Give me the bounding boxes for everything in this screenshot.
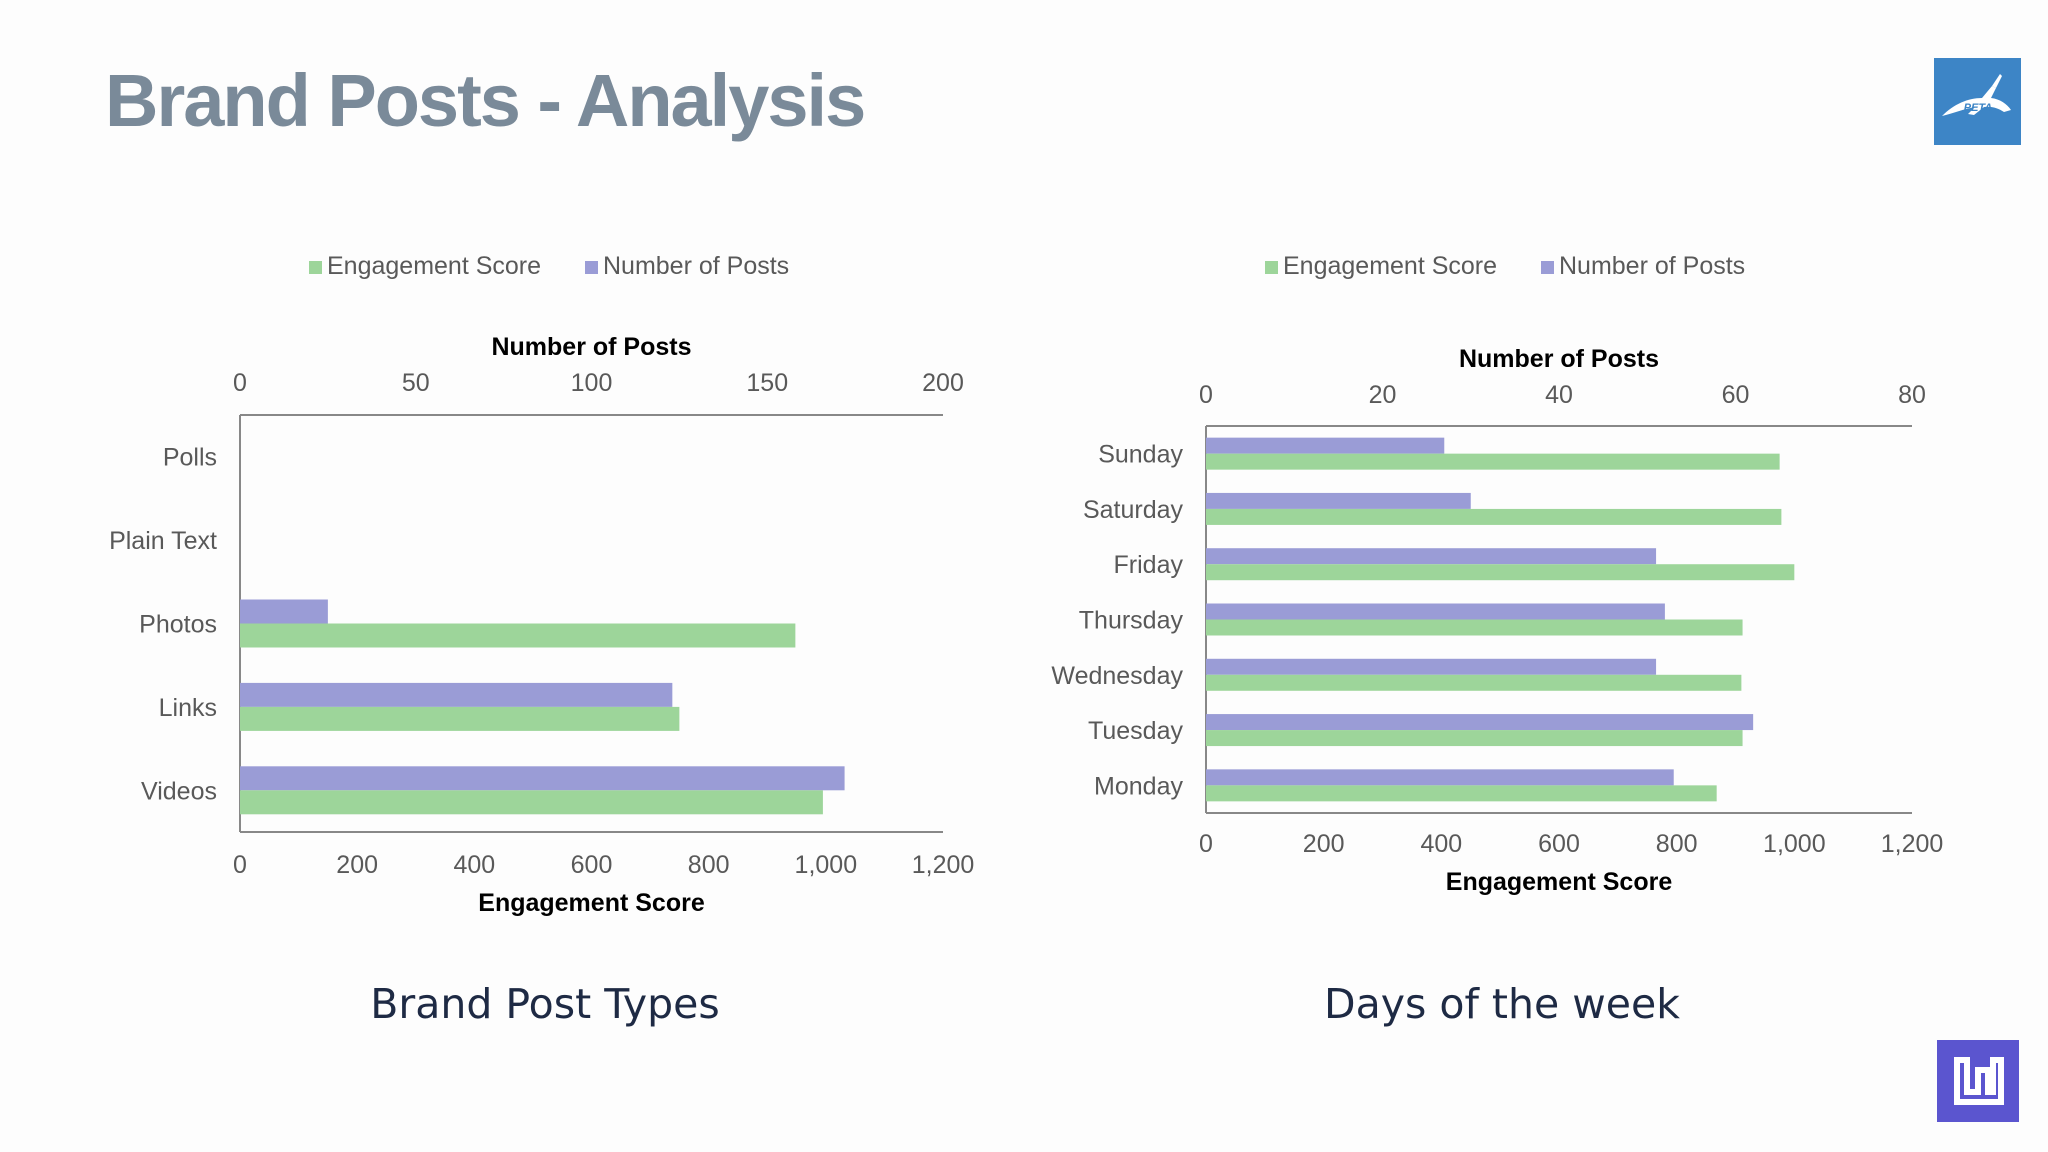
chart0-category-label-polls: Polls xyxy=(163,444,217,472)
peta-logo-graphic: PETA xyxy=(1942,74,2011,116)
chart0-top-tick-label: 50 xyxy=(402,369,430,397)
chart1-bar-posts-saturday xyxy=(1206,492,1471,509)
chart1-bar-engagement-monday xyxy=(1206,785,1717,802)
peta-rabbit-logo-icon: PETA xyxy=(1934,58,2021,145)
chart1-category-label-sunday: Sunday xyxy=(1098,441,1183,469)
chart1-top-axis-title: Number of Posts xyxy=(1459,345,1659,373)
chart0-bottom-tick-label: 0 xyxy=(233,851,247,879)
chart1-top-tick-label: 40 xyxy=(1545,381,1573,409)
chart1-bottom-tick-label: 1,200 xyxy=(1881,830,1944,858)
chart1-legend-swatch-number-of-posts xyxy=(1541,261,1554,274)
chart1-bar-engagement-thursday xyxy=(1206,619,1743,636)
chart1-legend-swatch-engagement-score xyxy=(1265,261,1278,274)
chart-caption-days-of-week: Days of the week xyxy=(1324,980,1680,1028)
chart1-category-label-wednesday: Wednesday xyxy=(1051,662,1183,690)
chart1-category-label-thursday: Thursday xyxy=(1079,607,1184,635)
chart0-bottom-tick-label: 200 xyxy=(336,851,378,879)
chart0-bottom-axis-title: Engagement Score xyxy=(478,889,705,917)
chart1-category-label-monday: Monday xyxy=(1094,772,1183,800)
brand-logo-icon xyxy=(1937,1040,2019,1122)
chart1-bar-engagement-friday xyxy=(1206,564,1795,581)
chart1-bar-posts-tuesday xyxy=(1206,714,1754,731)
chart0-top-tick-label: 100 xyxy=(571,369,613,397)
chart1-bar-engagement-tuesday xyxy=(1206,730,1743,747)
chart0-top-tick-label: 150 xyxy=(746,369,788,397)
chart0-category-label-plain-text: Plain Text xyxy=(109,527,217,555)
chart1-bottom-tick-label: 1,000 xyxy=(1763,830,1826,858)
chart0-legend-swatch-number-of-posts xyxy=(585,261,598,274)
chart1-legend-label-number-of-posts: Number of Posts xyxy=(1559,252,1745,280)
chart0-top-tick-label: 200 xyxy=(922,369,964,397)
chart1-bar-posts-monday xyxy=(1206,769,1674,786)
chart1-bottom-tick-label: 600 xyxy=(1538,830,1580,858)
chart1-legend-label-engagement-score: Engagement Score xyxy=(1283,252,1497,280)
chart0-bar-engagement-links xyxy=(240,706,680,731)
chart1-top-tick-label: 0 xyxy=(1199,381,1213,409)
chart1-bottom-tick-label: 400 xyxy=(1420,830,1462,858)
chart0-bar-engagement-photos xyxy=(240,623,796,648)
chart1-bar-posts-friday xyxy=(1206,548,1657,565)
peta-logo-text: PETA xyxy=(1964,102,1993,114)
chart0-legend-label-number-of-posts: Number of Posts xyxy=(603,252,789,280)
chart0-bottom-tick-label: 800 xyxy=(688,851,730,879)
chart1-bottom-tick-label: 800 xyxy=(1656,830,1698,858)
chart0-bottom-tick-label: 400 xyxy=(453,851,495,879)
chart0-legend-swatch-engagement-score xyxy=(309,261,322,274)
chart1-category-label-friday: Friday xyxy=(1114,551,1184,579)
chart1-bar-posts-wednesday xyxy=(1206,658,1657,675)
chart1-category-label-saturday: Saturday xyxy=(1083,496,1184,524)
chart-caption-brand-post-types: Brand Post Types xyxy=(370,980,720,1028)
chart0-category-label-links: Links xyxy=(159,694,217,722)
chart1-bar-posts-sunday xyxy=(1206,437,1445,454)
chart1-top-tick-label: 60 xyxy=(1722,381,1750,409)
chart0-top-tick-label: 0 xyxy=(233,369,247,397)
chart0-bottom-tick-label: 1,000 xyxy=(795,851,858,879)
chart1-bottom-tick-label: 0 xyxy=(1199,830,1213,858)
chart1-bar-engagement-sunday xyxy=(1206,453,1780,470)
chart1-bar-posts-thursday xyxy=(1206,603,1665,620)
brand-logo-graphic xyxy=(1954,1057,2004,1105)
chart0-legend-label-engagement-score: Engagement Score xyxy=(327,252,541,280)
chart0-bar-engagement-videos xyxy=(240,790,823,815)
page-title: Brand Posts - Analysis xyxy=(105,59,866,142)
chart0-bottom-tick-label: 600 xyxy=(571,851,613,879)
chart0-bar-posts-links xyxy=(240,682,673,707)
chart1-bottom-axis-title: Engagement Score xyxy=(1446,868,1673,896)
chart0-category-label-videos: Videos xyxy=(141,777,217,805)
chart1-bar-engagement-wednesday xyxy=(1206,674,1742,691)
chart0-category-label-photos: Photos xyxy=(139,611,217,639)
chart1-top-tick-label: 20 xyxy=(1369,381,1397,409)
chart0-bar-posts-videos xyxy=(240,766,845,791)
chart1-bar-engagement-saturday xyxy=(1206,508,1782,525)
chart0-top-axis-title: Number of Posts xyxy=(491,333,691,361)
chart1-top-tick-label: 80 xyxy=(1898,381,1926,409)
chart0-bottom-tick-label: 1,200 xyxy=(912,851,975,879)
chart0-bar-posts-photos xyxy=(240,599,328,624)
chart1-bottom-tick-label: 200 xyxy=(1303,830,1345,858)
chart1-category-label-tuesday: Tuesday xyxy=(1088,717,1183,745)
